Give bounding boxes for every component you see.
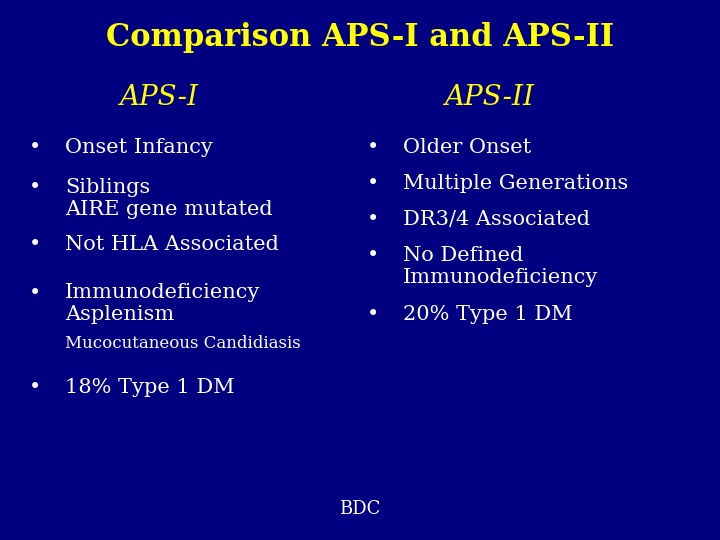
Text: Older Onset: Older Onset [403, 138, 531, 157]
Text: Mucocutaneous Candidiasis: Mucocutaneous Candidiasis [65, 335, 300, 352]
Text: •: • [29, 284, 41, 302]
Text: •: • [367, 246, 379, 265]
Text: DR3/4 Associated: DR3/4 Associated [403, 210, 590, 228]
Text: Multiple Generations: Multiple Generations [403, 174, 629, 193]
Text: No Defined
Immunodeficiency: No Defined Immunodeficiency [403, 246, 598, 287]
Text: •: • [29, 378, 41, 397]
Text: Immunodeficiency
Asplenism: Immunodeficiency Asplenism [65, 284, 260, 325]
Text: Comparison APS-I and APS-II: Comparison APS-I and APS-II [106, 22, 614, 52]
Text: Siblings
AIRE gene mutated: Siblings AIRE gene mutated [65, 178, 272, 219]
Text: •: • [29, 178, 41, 197]
Text: •: • [367, 305, 379, 324]
Text: Onset Infancy: Onset Infancy [65, 138, 212, 157]
Text: 18% Type 1 DM: 18% Type 1 DM [65, 378, 234, 397]
Text: APS-II: APS-II [445, 84, 534, 111]
Text: •: • [29, 235, 41, 254]
Text: •: • [367, 210, 379, 228]
Text: •: • [29, 138, 41, 157]
Text: •: • [367, 174, 379, 193]
Text: 20% Type 1 DM: 20% Type 1 DM [403, 305, 572, 324]
Text: Not HLA Associated: Not HLA Associated [65, 235, 279, 254]
Text: •: • [367, 138, 379, 157]
Text: APS-I: APS-I [119, 84, 198, 111]
Text: BDC: BDC [339, 501, 381, 518]
